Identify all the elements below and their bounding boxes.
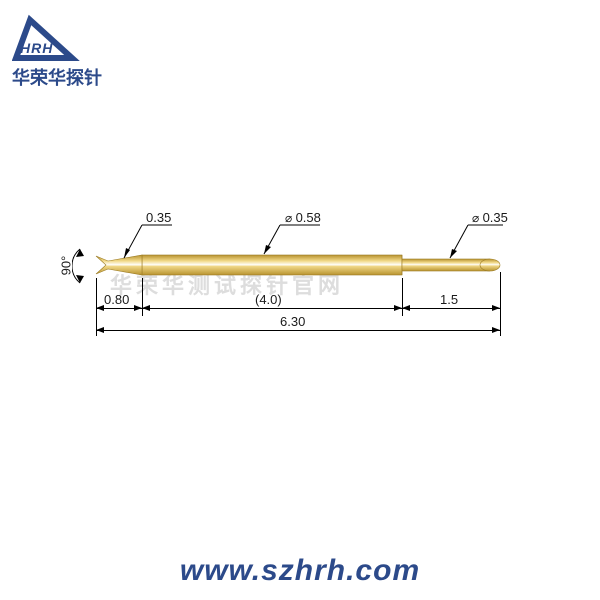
logo: HRH 华荣华探针: [12, 12, 102, 90]
probe-illustration: [60, 170, 540, 370]
dimline-body-len: [142, 308, 402, 309]
leader-body-dia: [260, 222, 320, 258]
footer-url: www.szhrh.com: [0, 554, 600, 588]
logo-initials: HRH: [20, 40, 53, 56]
arrow: [492, 305, 500, 311]
leader-tail-dia: [448, 222, 508, 262]
arrow: [394, 305, 402, 311]
dim-tail-length: 1.5: [440, 292, 458, 307]
leader-tip-dia: [122, 222, 172, 260]
arrow: [96, 305, 104, 311]
ext-line: [500, 272, 501, 336]
dim-tip-length: 0.80: [104, 292, 129, 307]
dim-body-length: (4.0): [255, 292, 282, 307]
dim-overall-length: 6.30: [280, 314, 305, 329]
dimline-tail-len: [402, 308, 500, 309]
arrow: [142, 305, 150, 311]
logo-mark: HRH: [12, 12, 82, 62]
arrow: [96, 327, 104, 333]
arrow: [402, 305, 410, 311]
arrow: [134, 305, 142, 311]
brand-name: 华荣华探针: [12, 64, 102, 90]
dimline-overall: [96, 330, 500, 331]
arrow: [492, 327, 500, 333]
technical-drawing: 0.35 0.58 0.35 90° 0.80 (4.0) 1.5: [60, 170, 540, 370]
angle-arc: [72, 245, 106, 287]
